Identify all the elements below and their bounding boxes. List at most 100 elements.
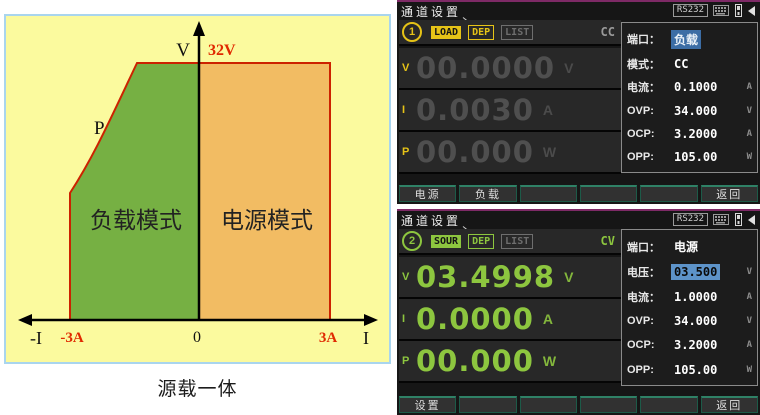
keyboard-icon (713, 214, 729, 225)
measurement-area: V 03.4998 V I 0.0000 A P 00.000 W (399, 257, 621, 383)
softkey-bar: 电源 负载 返回 (399, 185, 758, 202)
port-label: 端口： (627, 241, 660, 254)
ovp-unit: V (746, 316, 752, 327)
current-value: 0.0030 (416, 93, 534, 127)
power-readout-row: P 00.000 W (399, 132, 621, 174)
settings-menu-panel: 端口： 电源 电压： 03.500 V 电流： 1.0000 A OVP: 34… (621, 229, 758, 386)
ovp-unit: V (746, 105, 752, 116)
opp-unit: W (746, 152, 752, 163)
sour-badge: SOUR (431, 234, 462, 248)
ocp-label: OCP: (627, 339, 655, 352)
ovp-value[interactable]: 34.000 (674, 103, 718, 118)
power-curve-label: P (94, 118, 105, 139)
voltage-label: V (402, 62, 410, 74)
measurement-area: V 00.0000 V I 0.0030 A P 00.000 W (399, 48, 621, 174)
ocp-unit: A (746, 340, 752, 351)
menu-row-mode: 模式： CC (627, 56, 752, 72)
softkey-power[interactable]: 电源 (399, 185, 457, 202)
load-badge: LOAD (431, 25, 462, 39)
menu-row-ocp: OCP: 3.2000 A (627, 126, 752, 142)
status-indicators: RS232 (672, 213, 755, 226)
voltage-set-value[interactable]: 03.500 (671, 264, 721, 281)
menu-row-ocp: OCP: 3.2000 A (627, 337, 752, 353)
channel-status-row: 2 SOUR DEP LIST CV (399, 229, 621, 255)
menu-row-opp: OPP: 105.00 W (627, 362, 752, 378)
v-axis-label: V (176, 40, 190, 61)
softkey-blank-2[interactable] (519, 396, 577, 413)
softkey-blank-4[interactable] (640, 396, 698, 413)
current-set-label: 电流： (627, 291, 660, 304)
settings-menu-panel: 端口： 负载 模式： CC 电流： 0.1000 A OVP: 34.000 V… (621, 22, 758, 173)
opp-value[interactable]: 105.00 (674, 150, 718, 165)
current-set-label: 电流： (627, 82, 660, 95)
softkey-blank-2[interactable] (579, 185, 638, 202)
voltage-label: V (402, 271, 410, 283)
current-set-value[interactable]: 1.0000 (674, 289, 718, 304)
channel-number-badge: 1 (402, 22, 422, 42)
softkey-blank-1[interactable] (519, 185, 577, 202)
port-label: 端口： (627, 34, 660, 47)
speaker-icon (748, 5, 755, 16)
current-readout-row: I 0.0000 A (399, 299, 621, 341)
softkey-blank-3[interactable] (579, 396, 638, 413)
voltage-readout-row: V 03.4998 V (399, 257, 621, 299)
v-max-label: 32V (208, 42, 236, 59)
menu-row-ovp: OVP: 34.000 V (627, 103, 752, 119)
softkey-return[interactable]: 返回 (700, 185, 758, 202)
voltage-value: 00.0000 (416, 51, 556, 85)
ovp-label: OVP: (627, 104, 654, 117)
menu-row-opp: OPP: 105.00 W (627, 149, 752, 165)
source-region-shape (198, 62, 331, 321)
list-badge: LIST (501, 24, 534, 40)
softkey-return[interactable]: 返回 (700, 396, 758, 413)
softkey-blank-1[interactable] (459, 396, 517, 413)
ocp-value[interactable]: 3.2000 (674, 126, 718, 141)
voltage-set-label: 电压： (627, 267, 660, 280)
title-bar: 通道设置 RS232 (397, 2, 760, 31)
voltage-set-unit: V (746, 267, 752, 278)
softkey-settings[interactable]: 设置 (399, 396, 457, 413)
source-load-diagram: V 32V P -I -3A 0 3A I 负载模式 电源模式 (4, 14, 391, 364)
mode-label: 模式： (627, 58, 660, 71)
menu-row-voltage: 电压： 03.500 V (627, 264, 752, 281)
current-set-unit: A (746, 82, 752, 93)
current-set-value[interactable]: 0.1000 (674, 80, 718, 95)
channel-status-row: 1 LOAD DEP LIST CC (399, 20, 621, 46)
i-axis-left-arrow (18, 314, 32, 326)
ocp-label: OCP: (627, 127, 655, 140)
mode-indicator: CC (600, 25, 615, 39)
i-pos-label: I (363, 328, 369, 348)
opp-value[interactable]: 105.00 (674, 362, 718, 377)
softkey-blank-3[interactable] (640, 185, 698, 202)
port-value[interactable]: 负载 (671, 29, 702, 49)
power-value: 00.000 (416, 344, 534, 378)
v-axis-arrow (193, 21, 205, 36)
mode-value[interactable]: CC (674, 56, 689, 71)
port-value[interactable]: 电源 (674, 240, 699, 255)
i-axis-right-arrow (364, 314, 378, 326)
current-set-unit: A (746, 291, 752, 302)
current-unit: A (542, 311, 554, 327)
ovp-value[interactable]: 34.000 (674, 314, 718, 329)
power-value: 00.000 (416, 135, 534, 169)
vi-diagram-svg: V 32V P -I -3A 0 3A I 负载模式 电源模式 (18, 21, 378, 348)
list-badge: LIST (501, 233, 534, 249)
i-neg-label: -I (30, 328, 42, 348)
menu-row-ovp: OVP: 34.000 V (627, 313, 752, 329)
ocp-value[interactable]: 3.2000 (674, 338, 718, 353)
usb-icon (735, 213, 742, 226)
origin-label: 0 (193, 329, 201, 346)
channel1-screen: 通道设置 RS232 1 LOAD DEP LIST CC (397, 0, 760, 204)
opp-label: OPP: (627, 363, 654, 376)
power-unit: W (542, 144, 557, 160)
mode-indicator: CV (600, 234, 615, 248)
power-label: P (402, 355, 410, 367)
load-region-shape (69, 62, 200, 321)
power-readout-row: P 00.000 W (399, 341, 621, 383)
channel-number-badge: 2 (402, 231, 422, 251)
i-max-label: 3A (319, 330, 338, 346)
softkey-load[interactable]: 负载 (459, 185, 517, 202)
rs232-indicator: RS232 (672, 213, 708, 226)
current-label: I (402, 313, 406, 325)
